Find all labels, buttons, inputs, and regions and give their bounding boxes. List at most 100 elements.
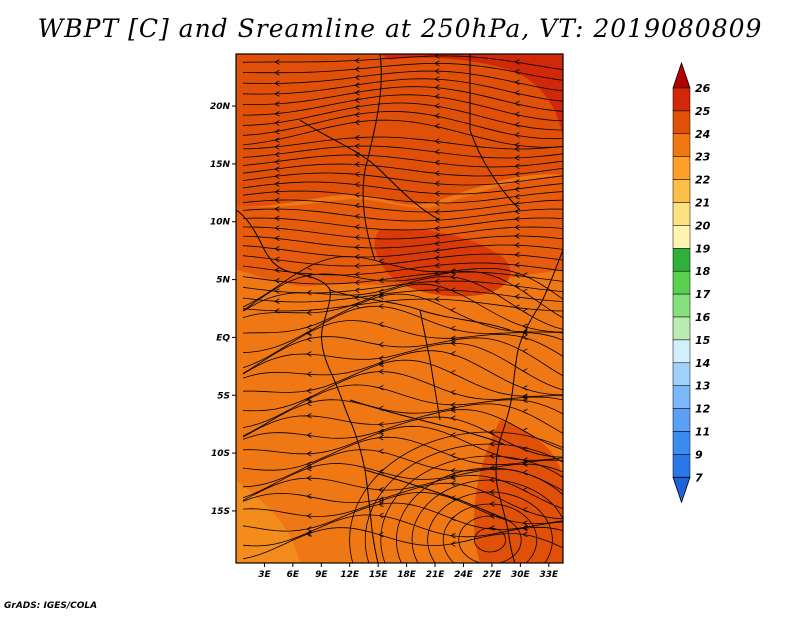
streamline-arrow: [354, 135, 360, 141]
streamline-arrow: [274, 120, 280, 126]
streamline-arrow: [514, 59, 520, 65]
streamline-arrow: [434, 248, 440, 254]
streamline-arrow: [522, 397, 528, 404]
streamline-arrow: [378, 355, 384, 362]
streamline-arrow: [274, 267, 280, 273]
lon-tick-label: 27E: [483, 570, 503, 580]
chart-title: WBPT [C] and Sreamline at 250hPa, VT: 20…: [37, 14, 763, 43]
streamline-arrow: [306, 432, 312, 438]
colorbar-label: 19: [695, 242, 711, 255]
lon-ticks: 3E 6E 9E 12E 15E 18E 21E 24E 27E 30E 33E: [258, 563, 559, 580]
streamline-arrow: [514, 233, 520, 239]
streamline-arrow: [514, 208, 520, 215]
streamline-arrow: [306, 413, 312, 419]
colorbar-label: 17: [695, 288, 711, 301]
streamline-arrow: [450, 287, 456, 293]
colorbar-label: 20: [695, 219, 711, 232]
streamline-arrow: [354, 279, 360, 286]
streamline-arrow: [378, 468, 384, 475]
streamline-arrow: [306, 324, 312, 331]
streamline-arrow: [354, 181, 360, 188]
streamline-arrow: [306, 461, 312, 467]
lat-tick-label: 5N: [216, 276, 230, 286]
border-2: [362, 54, 382, 261]
streamline-arrow: [378, 448, 384, 455]
streamline-arrow: [434, 233, 440, 239]
streamline: [242, 78, 563, 102]
streamline-arrow: [274, 225, 280, 231]
streamline: [242, 298, 563, 312]
streamline-arrow: [354, 192, 360, 198]
streamline-arrow: [378, 368, 384, 375]
streamline-arrow: [522, 487, 528, 493]
streamline: [242, 527, 563, 560]
streamline-arrow: [489, 477, 495, 483]
streamline-arrow: [450, 268, 456, 274]
streamline: [242, 502, 563, 532]
streamline-arrow: [306, 395, 312, 402]
streamline-arrow: [378, 512, 384, 519]
streamline-arrow: [522, 348, 528, 354]
streamline-arrow: [306, 463, 312, 470]
streamline-arrow: [434, 225, 440, 232]
streamline: [242, 276, 563, 330]
streamline: [242, 181, 563, 195]
streamline-arrow: [354, 57, 360, 64]
lat-tick-label: 20N: [210, 102, 231, 112]
streamline-arrow: [274, 80, 280, 87]
streamline: [242, 163, 563, 177]
streamline-arrow: [522, 408, 528, 415]
coastlines: [236, 54, 563, 563]
streamline: [242, 86, 563, 112]
streamline-arrow: [274, 206, 280, 212]
streamline-arrow: [522, 308, 528, 315]
streamline-arrow: [354, 302, 360, 308]
streamline-arrow: [306, 465, 312, 472]
wbpt-zone-central-warm: [374, 228, 511, 297]
streamline-arrow: [514, 146, 520, 152]
streamline-arrow: [378, 293, 384, 300]
streamline-arrow: [514, 90, 520, 96]
streamline-arrow: [274, 151, 280, 158]
streamline: [242, 283, 563, 333]
streamline-arrow: [378, 501, 384, 508]
streamline-arrow: [274, 101, 280, 107]
streamline-arrow: [274, 129, 280, 135]
streamline: [242, 145, 563, 159]
streamline-arrow: [434, 68, 440, 74]
streamline-arrow: [514, 179, 520, 185]
streamline-arrow: [434, 287, 440, 293]
streamline-arrow: [274, 69, 280, 76]
colorbar-label: 24: [695, 128, 710, 141]
streamline-arrow: [514, 216, 520, 222]
streamline-arrow: [306, 351, 312, 357]
streamline-arrow: [274, 111, 280, 117]
lon-tick-label: 21E: [426, 570, 446, 580]
streamline-arrow: [522, 272, 528, 278]
streamline-arrow: [354, 202, 360, 209]
streamline-arrow: [522, 524, 528, 531]
streamline-arrow: [274, 159, 280, 165]
streamline-arrow: [354, 143, 360, 149]
lon-tick-label: 15E: [369, 570, 389, 580]
lon-tick-label: 33E: [539, 570, 559, 580]
streamline-arrow: [522, 288, 528, 295]
streamline-arrow: [354, 213, 360, 220]
streamline-arrow: [450, 473, 456, 480]
streamlines: [242, 54, 563, 563]
streamline: [242, 359, 563, 397]
streamline-arrow: [306, 493, 312, 499]
streamline-arrow: [378, 341, 384, 348]
streamline: [242, 270, 563, 319]
streamline-arrow: [434, 255, 440, 261]
streamline-arrow: [522, 334, 528, 341]
streamline: [242, 55, 563, 71]
colorbar-segment: [672, 385, 691, 409]
streamline-arrow: [274, 256, 280, 263]
streamline-arrow: [514, 186, 520, 193]
streamline-arrow: [274, 144, 280, 150]
streamline: [242, 253, 563, 267]
streamline-arrow: [450, 337, 456, 344]
streamline-arrow: [354, 82, 360, 89]
streamline-arrow: [522, 520, 528, 526]
